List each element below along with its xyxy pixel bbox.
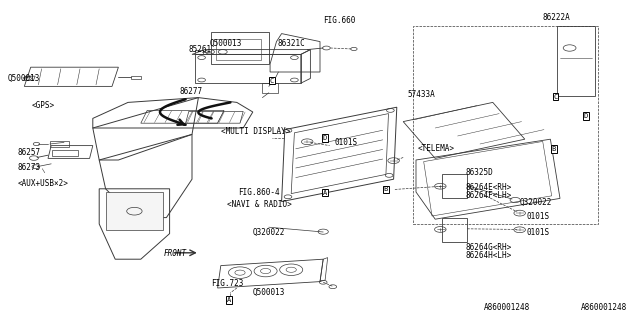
Text: 86222A: 86222A xyxy=(543,13,570,22)
Text: B: B xyxy=(384,187,388,192)
Bar xyxy=(216,39,261,60)
Text: 0101S: 0101S xyxy=(526,228,549,237)
Text: A: A xyxy=(227,297,231,303)
Text: D: D xyxy=(323,135,327,141)
Text: FIG.860-4: FIG.860-4 xyxy=(238,188,280,197)
Text: <AUX+USB×2>: <AUX+USB×2> xyxy=(18,180,68,188)
Text: 57433A: 57433A xyxy=(407,90,435,99)
Text: FIG.723: FIG.723 xyxy=(211,279,244,288)
Text: B: B xyxy=(552,146,556,152)
Text: A860001248: A860001248 xyxy=(484,303,530,312)
Text: FIG.660: FIG.660 xyxy=(323,16,356,25)
Text: Q500013: Q500013 xyxy=(210,39,243,48)
Text: 86321C: 86321C xyxy=(277,39,305,48)
Text: FRONT: FRONT xyxy=(163,249,186,258)
Bar xyxy=(52,150,78,156)
Text: Q500013: Q500013 xyxy=(8,74,40,83)
Text: C: C xyxy=(270,78,274,84)
Text: A860001248: A860001248 xyxy=(581,303,627,312)
Text: 86325D: 86325D xyxy=(466,168,493,177)
Text: 86264H<LH>: 86264H<LH> xyxy=(466,251,512,260)
Text: 86264G<RH>: 86264G<RH> xyxy=(466,243,512,252)
Text: 0101S: 0101S xyxy=(526,212,549,221)
Text: Q320022: Q320022 xyxy=(520,198,552,207)
Bar xyxy=(195,54,301,83)
Text: 86264F<LH>: 86264F<LH> xyxy=(466,191,512,200)
Text: <MULTI DISPLAY>: <MULTI DISPLAY> xyxy=(221,127,290,136)
Text: <GPS>: <GPS> xyxy=(32,101,55,110)
Text: <NAVI & RADIO>: <NAVI & RADIO> xyxy=(227,200,292,209)
Text: 86273: 86273 xyxy=(18,164,41,172)
Text: Q320022: Q320022 xyxy=(253,228,285,236)
Text: 85261: 85261 xyxy=(189,45,212,54)
Text: Q500013: Q500013 xyxy=(253,288,285,297)
Text: A: A xyxy=(323,190,327,196)
Bar xyxy=(195,50,203,54)
Bar xyxy=(50,141,69,147)
Text: D: D xyxy=(584,113,588,119)
Text: 86264E<RH>: 86264E<RH> xyxy=(466,183,512,192)
Text: 0101S: 0101S xyxy=(335,138,358,147)
Polygon shape xyxy=(106,192,163,230)
Text: 86257: 86257 xyxy=(18,148,41,157)
Text: C: C xyxy=(554,94,557,100)
Bar xyxy=(413,26,598,224)
Bar xyxy=(131,76,141,79)
Text: 86277: 86277 xyxy=(179,87,202,96)
Text: <TELEMA>: <TELEMA> xyxy=(417,144,454,153)
Bar xyxy=(557,26,595,96)
